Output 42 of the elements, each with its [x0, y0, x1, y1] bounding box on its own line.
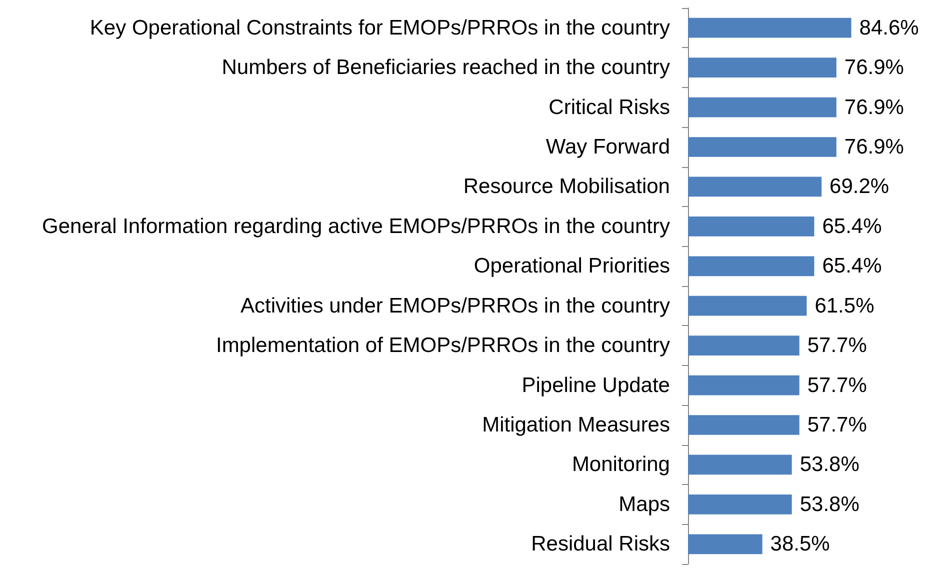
bar — [688, 216, 814, 236]
data-label: 69.2% — [830, 175, 890, 198]
bar — [688, 97, 836, 118]
data-label: 57.7% — [807, 374, 867, 397]
bar — [688, 137, 836, 157]
data-label: 53.8% — [800, 453, 860, 476]
y-tick-label: Mitigation Measures — [482, 414, 670, 436]
y-tick-label: Key Operational Constraints for EMOPs/PRROs in the country — [90, 16, 670, 40]
bar — [688, 375, 800, 396]
data-label: 57.7% — [807, 334, 867, 358]
y-tick-label: Activities under EMOPs/PRROs in the country — [240, 294, 670, 318]
bar — [688, 336, 800, 356]
bar — [688, 494, 792, 514]
bar — [688, 176, 822, 197]
y-tick-label: Resource Mobilisation — [463, 175, 670, 198]
y-tick-label: General Information regarding active EMOPs/PRROs in the country — [42, 214, 670, 238]
data-label: 76.9% — [844, 56, 904, 80]
y-tick-label: Implementation of EMOPs/PRROs in the country — [216, 334, 670, 358]
data-label: 76.9% — [844, 96, 904, 119]
data-label: 38.5% — [770, 532, 830, 556]
bar — [688, 18, 852, 38]
y-tick-label: Way Forward — [546, 136, 670, 158]
y-tick-label: Monitoring — [572, 453, 670, 476]
y-tick-label: Numbers of Beneficiaries reached in the country — [222, 56, 670, 80]
y-tick-label: Pipeline Update — [522, 374, 670, 397]
data-label: 76.9% — [844, 136, 904, 158]
data-label: 65.4% — [822, 254, 882, 278]
bar — [688, 534, 762, 554]
bar — [688, 454, 792, 475]
data-label: 65.4% — [822, 214, 882, 238]
y-tick-label: Residual Risks — [531, 532, 670, 556]
data-label: 53.8% — [800, 492, 860, 516]
bar — [688, 296, 807, 316]
y-tick-label: Critical Risks — [548, 96, 670, 119]
bar — [688, 256, 814, 276]
bar — [688, 58, 836, 78]
data-label: 84.6% — [859, 16, 919, 40]
bar — [688, 415, 800, 435]
y-tick-label: Maps — [618, 492, 670, 516]
data-label: 57.7% — [807, 414, 867, 436]
y-tick-label: Operational Priorities — [474, 254, 670, 278]
data-label: 61.5% — [814, 294, 874, 318]
